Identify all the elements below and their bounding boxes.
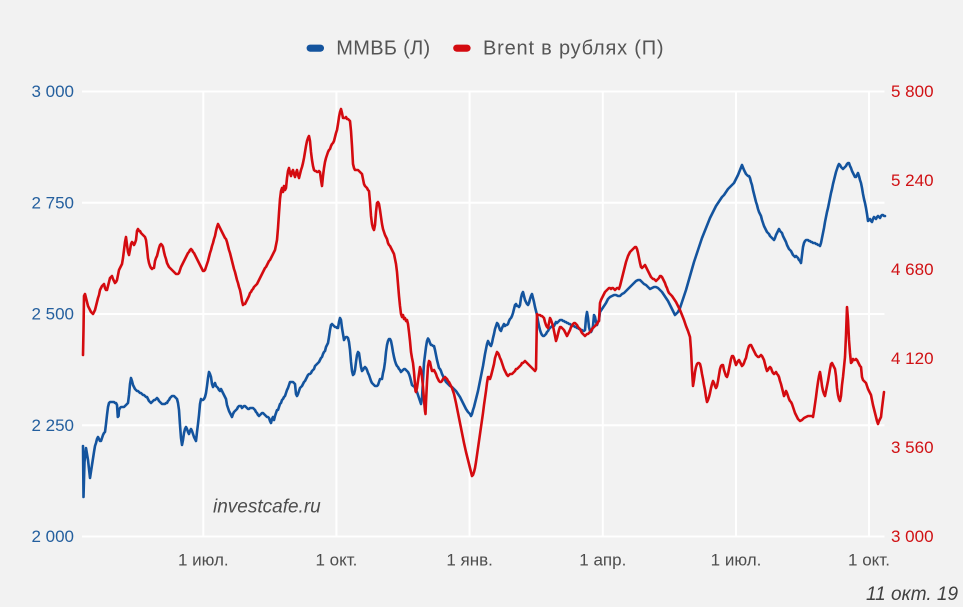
svg-text:2 500: 2 500 <box>31 305 74 324</box>
svg-text:2 250: 2 250 <box>31 416 74 435</box>
svg-text:1 апр.: 1 апр. <box>579 551 626 570</box>
svg-text:2 750: 2 750 <box>31 193 74 212</box>
svg-text:3 000: 3 000 <box>891 527 934 546</box>
svg-text:4 120: 4 120 <box>891 349 934 368</box>
svg-text:ММВБ (Л): ММВБ (Л) <box>336 38 430 60</box>
svg-text:1 янв.: 1 янв. <box>446 551 493 570</box>
svg-text:investcafe.ru: investcafe.ru <box>213 497 321 518</box>
svg-text:3 000: 3 000 <box>31 82 74 101</box>
svg-text:3 560: 3 560 <box>891 438 934 457</box>
svg-text:4 680: 4 680 <box>891 260 934 279</box>
svg-text:Brent в рублях (П): Brent в рублях (П) <box>483 38 664 60</box>
svg-text:1 окт.: 1 окт. <box>848 551 890 570</box>
svg-text:1 окт.: 1 окт. <box>315 551 357 570</box>
svg-text:5 240: 5 240 <box>891 171 934 190</box>
svg-text:11 окт. 19: 11 окт. 19 <box>866 584 958 605</box>
svg-text:5 800: 5 800 <box>891 82 934 101</box>
svg-text:1 июл.: 1 июл. <box>711 551 762 570</box>
svg-text:2 000: 2 000 <box>31 527 74 546</box>
svg-text:1 июл.: 1 июл. <box>178 551 229 570</box>
